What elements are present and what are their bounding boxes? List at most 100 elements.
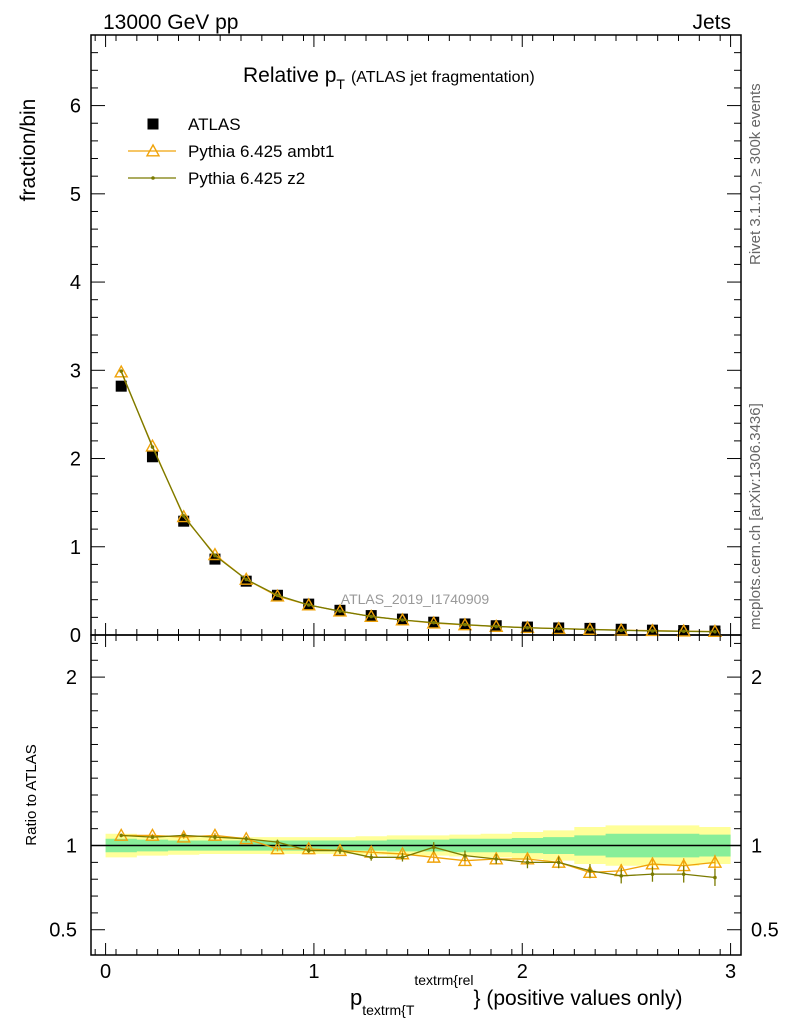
x-tick-label: 2: [517, 961, 528, 983]
ratio-series-1: [119, 833, 717, 886]
ratio-data-point: [301, 841, 316, 855]
data-point: [181, 514, 186, 518]
legend-label: Pythia 6.425 ambt1: [188, 142, 334, 161]
ratio-y-label: Ratio to ATLAS: [23, 744, 40, 845]
data-point: [650, 629, 655, 633]
x-tick-label: 0: [100, 961, 111, 983]
legend-label: Pythia 6.425 z2: [188, 169, 305, 188]
side-text-bottom: mcplots.cern.ch [arXiv:1306.3436]: [747, 403, 764, 630]
data-point: [431, 620, 436, 625]
data-point: [681, 629, 686, 634]
legend-entry: ATLAS: [147, 115, 241, 134]
data-point: [145, 438, 160, 452]
ratio-data-point: [681, 872, 686, 876]
ratio-y-tick-label-right: 1: [751, 836, 762, 858]
data-point: [213, 553, 217, 558]
ratio-data-point: [619, 874, 624, 878]
data-point: [645, 623, 660, 637]
ratio-data-point: [275, 840, 280, 844]
ratio-data-point: [369, 855, 374, 860]
legend-entry: Pythia 6.425 z2: [128, 169, 305, 188]
ratio-data-point: [114, 827, 129, 841]
side-text-top: Rivet 3.1.10, ≥ 300k events: [747, 83, 764, 265]
main-plot-area: [114, 364, 723, 637]
data-point: [207, 547, 223, 561]
data-point: [369, 614, 374, 619]
ratio-data-point: [588, 868, 592, 873]
ratio-data-point: [119, 833, 124, 838]
ratio-y-tick-label-right: 2: [751, 667, 762, 689]
ratio-data-point: [431, 845, 436, 850]
data-point: [275, 593, 280, 598]
main-y-tick-label: 2: [70, 449, 81, 471]
x-tick-label: 3: [725, 961, 736, 983]
data-point: [713, 629, 717, 634]
legend-marker: [145, 143, 161, 157]
data-point: [338, 609, 342, 613]
ratio-data-point: [213, 835, 217, 839]
ratio-data-point: [463, 853, 467, 858]
ratio-data-point: [207, 827, 223, 841]
main-title: Relative pT (ATLAS jet fragmentation): [243, 64, 535, 92]
ratio-data-point: [713, 875, 717, 880]
ratio-plot-area: [91, 825, 741, 886]
axes: 0 1 2 3 0 1 2 3 4 5 6 0.5 0.5 1 1 2 2: [49, 35, 779, 983]
data-point: [525, 625, 530, 630]
ratio-data-point: [400, 855, 405, 860]
ratio-data-point: [338, 848, 342, 853]
data-point: [588, 627, 592, 632]
data-point: [306, 603, 311, 607]
data-point: [176, 509, 191, 523]
ratio-data-point: [176, 829, 191, 843]
legend-entry: Pythia 6.425 ambt1: [128, 142, 334, 161]
main-y-tick-label: 1: [70, 537, 81, 559]
ratio-series-line: [121, 834, 716, 874]
ratio-series-line: [121, 834, 716, 879]
ratio-y-tick-label: 1: [66, 836, 77, 858]
ratio-data-point: [150, 835, 155, 839]
main-y-tick-label: 3: [70, 360, 81, 382]
data-point: [150, 445, 155, 449]
header-right: Jets: [692, 11, 731, 34]
ratio-data-point: [525, 860, 530, 865]
data-point: [119, 369, 124, 373]
legend-marker: [151, 176, 155, 180]
main-y-label: fraction/bin: [17, 99, 40, 202]
data-point: [146, 451, 158, 463]
data-point: [400, 618, 405, 622]
ratio-data-point: [181, 833, 186, 838]
ratio-data-point: [650, 872, 655, 876]
ratio-data-point: [426, 849, 441, 863]
data-point: [707, 624, 723, 637]
x-tick-label: 1: [308, 961, 319, 983]
x-axis-label: ptextrm{Ttextrm{rel} (positive values on…: [350, 972, 682, 1018]
ratio-y-tick-label: 0.5: [49, 920, 77, 942]
header-left: 13000 GeV pp: [103, 11, 238, 34]
watermark: ATLAS_2019_I1740909: [341, 591, 490, 607]
data-point: [676, 623, 691, 637]
data-point: [556, 626, 561, 631]
legend-marker: [147, 118, 159, 130]
data-point: [244, 577, 249, 582]
ratio-y-tick-label: 2: [66, 667, 77, 689]
ratio-data-point: [270, 841, 285, 855]
main-y-tick-label: 6: [70, 96, 81, 118]
main-y-tick-label: 5: [70, 184, 81, 206]
legend: ATLAS Pythia 6.425 ambt1 Pythia 6.425 z2: [128, 115, 334, 188]
data-point: [619, 628, 624, 633]
data-point: [239, 571, 254, 585]
main-y-tick-label: 0: [70, 625, 81, 647]
ratio-data-point: [556, 860, 561, 865]
legend-label: ATLAS: [188, 115, 241, 134]
ratio-panel-frame: [90, 634, 742, 956]
data-point: [614, 622, 629, 636]
ratio-data-point: [707, 854, 723, 868]
data-point: [114, 364, 129, 378]
ratio-y-tick-label-right: 0.5: [751, 920, 779, 942]
ratio-data-point: [457, 853, 473, 867]
ratio-data-point: [244, 836, 249, 841]
ratio-data-point: [145, 827, 160, 841]
data-point: [115, 380, 127, 392]
data-point: [463, 622, 467, 627]
